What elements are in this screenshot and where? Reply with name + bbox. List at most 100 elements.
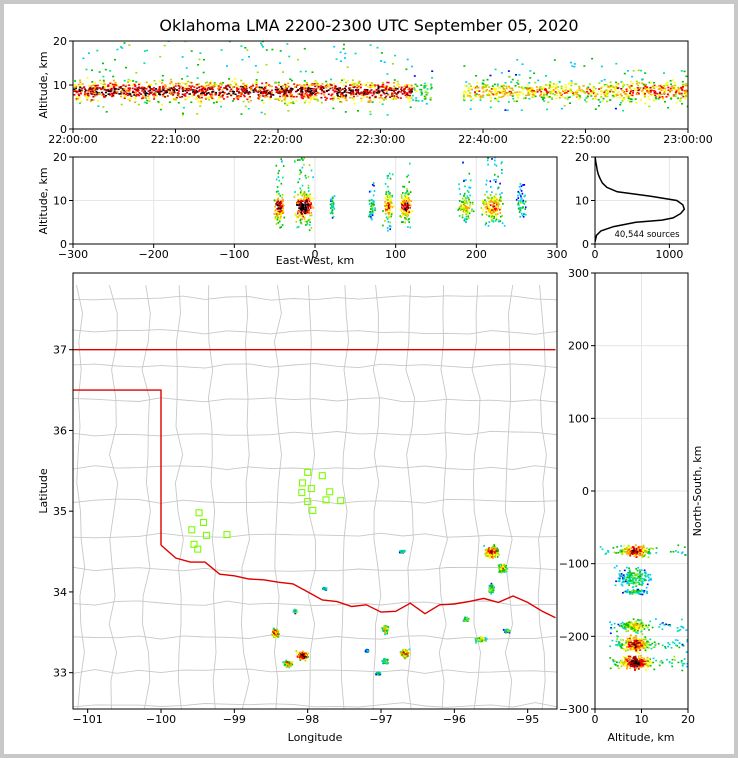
east-west-source-4-48 [387, 190, 390, 193]
east-west-source-1-113 [309, 214, 311, 217]
time-height-source-2-398 [598, 82, 601, 84]
east-west-source-7-0 [496, 213, 499, 215]
east-west-source-3-42 [368, 215, 370, 218]
time-height-source-0-1519 [233, 81, 236, 84]
time-height-source-0-1080 [250, 87, 253, 89]
time-height-source-3-75 [655, 85, 658, 88]
time-height-source-2-259 [502, 91, 505, 94]
east-west-source-0-50 [277, 216, 279, 219]
time-height-source-0-1023 [300, 85, 303, 87]
time-height-source-0-343 [208, 96, 211, 99]
time-height-source-0-1323 [388, 89, 390, 91]
east-west-source-6-106 [462, 206, 464, 209]
time-height-source-2-445 [528, 97, 531, 100]
east-west-source-6-60 [469, 201, 471, 204]
east-west-source-8-32 [517, 190, 520, 193]
map-source-6-93 [400, 652, 403, 654]
time-height-source-0-1353 [145, 88, 148, 90]
time-height-source-0-548 [120, 91, 123, 93]
east-west-source-6-64 [465, 209, 467, 212]
east-west-source-1-8 [303, 192, 306, 195]
time-height-source-0-1307 [111, 95, 114, 98]
east-west-source-1-183 [301, 212, 304, 215]
time-height-source-0-719 [386, 73, 389, 75]
time-height-source-0-483 [271, 89, 273, 92]
time-height-source-0-168 [196, 77, 199, 79]
map-source-0-6 [277, 630, 280, 632]
east-west-source-1-152 [294, 212, 296, 215]
time-height-source-2-386 [546, 96, 549, 98]
east-west-source-4-49 [389, 205, 392, 208]
time-height-source-3-168 [681, 94, 684, 96]
time-height-source-0-1117 [304, 96, 307, 98]
time-height-source-3-143 [680, 97, 683, 99]
time-height-source-0-512 [125, 93, 128, 96]
east-west-source-4-95 [387, 204, 390, 207]
time-height-source-2-347 [500, 85, 503, 88]
east-west-source-6-24 [470, 210, 473, 212]
time-height-source-0-354 [121, 88, 124, 90]
time-height-source-1-43 [413, 75, 416, 77]
time-height-source-2-216 [497, 91, 499, 93]
time-height-source-2-140 [603, 90, 606, 92]
time-height-source-0-1305 [316, 87, 319, 90]
east-west-source-7-17 [492, 219, 494, 222]
east-west-source-1-228 [300, 200, 302, 202]
time-height-source-0-1069 [287, 110, 290, 112]
east-west-source-7-159 [497, 186, 500, 189]
east-west-source-7-118 [493, 197, 496, 199]
time-height-source-1-29 [413, 88, 416, 90]
time-height-source-2-479 [482, 79, 485, 82]
histogram-xtick-label-0: 0 [592, 248, 599, 261]
east-west-source-2-35 [331, 212, 334, 215]
time-height-source-0-312 [403, 91, 406, 93]
time-height-source-2-368 [469, 85, 472, 87]
time-height-source-0-1381 [103, 96, 106, 98]
time-height-source-0-977 [284, 87, 287, 89]
time-height-source-0-1171 [218, 92, 221, 95]
county-line-h-5 [73, 532, 557, 539]
time-height-source-3-266 [646, 91, 649, 93]
time-height-source-0-1066 [310, 97, 312, 99]
map-source-11-161 [491, 547, 494, 550]
east-west-source-7-177 [496, 200, 499, 203]
county-line-v-6 [273, 285, 282, 709]
time-height-source-0-16 [317, 99, 320, 102]
time-height-source-0-1534 [196, 83, 199, 86]
time-height-source-0-223 [120, 95, 122, 98]
map-source-11-132 [488, 554, 491, 557]
time-height-source-0-882 [292, 102, 295, 105]
time-height-source-2-156 [579, 96, 582, 99]
time-height-source-2-405 [537, 79, 540, 82]
time-height-source-2-211 [591, 90, 594, 93]
east-west-source-8-26 [523, 212, 525, 215]
time-height-source-2-144 [531, 96, 534, 98]
time-height-source-0-666 [288, 55, 291, 58]
time-height-source-0-791 [383, 61, 386, 63]
time-height-source-0-875 [140, 93, 143, 95]
time-height-source-0-1125 [236, 87, 238, 89]
time-height-source-0-62 [175, 82, 177, 85]
time-height-source-2-159 [600, 87, 603, 89]
east-west-source-8-52 [517, 202, 520, 204]
time-height-source-0-973 [284, 96, 287, 98]
time-height-source-0-1428 [215, 91, 218, 94]
histogram-ytick-label-0: 0 [582, 238, 589, 251]
time-height-source-0-841 [347, 91, 350, 94]
time-height-source-0-228 [304, 100, 307, 102]
time-height-source-0-1433 [310, 92, 313, 95]
time-height-source-0-845 [173, 98, 176, 101]
east-west-source-8-19 [524, 206, 527, 209]
time-height-source-2-96 [570, 61, 572, 64]
time-height-source-0-1358 [113, 88, 116, 90]
east-west-source-1-169 [300, 203, 303, 206]
map-source-12-81 [503, 567, 506, 569]
time-height-source-0-932 [78, 94, 81, 97]
east-west-source-6-85 [462, 204, 464, 207]
east-west-source-6-52 [464, 197, 467, 199]
time-height-source-0-1380 [115, 92, 118, 95]
time-height-source-0-66 [277, 92, 280, 94]
east-west-ytick-label-0: 0 [60, 238, 67, 251]
map-source-12-73 [504, 569, 507, 571]
time-height-source-2-183 [496, 99, 499, 101]
